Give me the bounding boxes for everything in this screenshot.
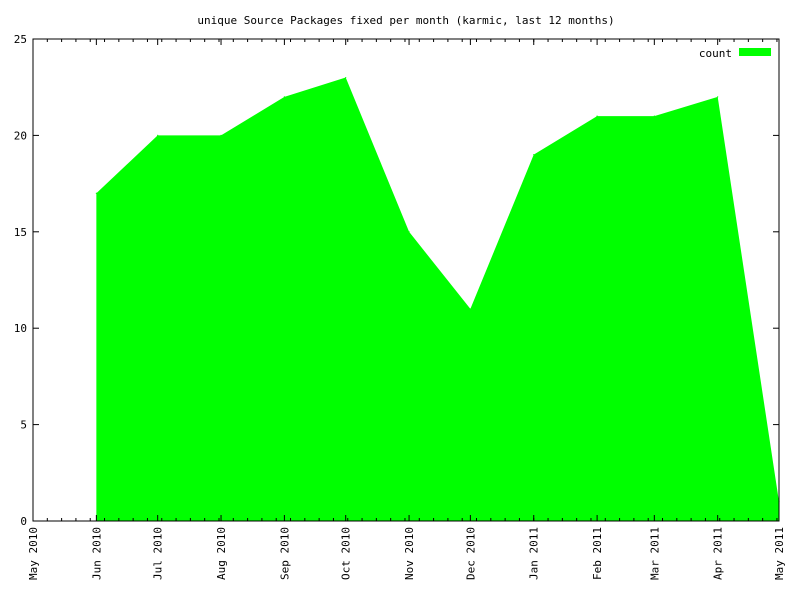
y-tick-label: 10 <box>14 322 27 335</box>
legend-swatch <box>739 48 771 56</box>
data-point-7 <box>533 154 535 156</box>
data-point-1 <box>157 134 159 136</box>
data-point-8 <box>596 115 598 117</box>
chart-title: unique Source Packages fixed per month (… <box>197 14 614 27</box>
data-point-3 <box>283 96 285 98</box>
data-point-0 <box>95 192 97 194</box>
x-tick-label: Jul 2010 <box>152 527 165 580</box>
area-series-0 <box>96 77 780 521</box>
x-tick-label: Sep 2010 <box>278 527 291 580</box>
x-tick-label: May 2011 <box>773 527 786 580</box>
legend-label: count <box>699 47 732 60</box>
x-tick-label: Dec 2010 <box>464 527 477 580</box>
x-tick-label: Oct 2010 <box>340 527 353 580</box>
x-tick-label: Jan 2011 <box>528 527 541 580</box>
x-tick-label: Mar 2011 <box>648 527 661 580</box>
x-tick-label: Aug 2010 <box>215 527 228 580</box>
x-tick-label: Apr 2011 <box>712 527 725 580</box>
area-layer <box>95 76 780 521</box>
data-point-9 <box>653 115 655 117</box>
data-point-4 <box>345 76 347 79</box>
y-tick-label: 5 <box>20 419 27 432</box>
y-tick-label: 0 <box>20 515 27 528</box>
x-tick-label: May 2010 <box>27 527 40 580</box>
data-point-6 <box>469 308 471 310</box>
x-tick-label: Feb 2011 <box>591 527 604 580</box>
x-tick-label: Nov 2010 <box>403 527 416 580</box>
y-tick-label: 15 <box>14 226 27 239</box>
y-tick-label: 20 <box>14 129 27 142</box>
y-tick-label: 25 <box>14 33 27 46</box>
legend: count <box>699 47 771 60</box>
data-point-2 <box>220 134 222 136</box>
data-point-5 <box>408 231 410 233</box>
data-point-10 <box>717 96 719 98</box>
plot-frame <box>32 38 780 522</box>
x-tick-label: Jun 2010 <box>90 527 103 580</box>
